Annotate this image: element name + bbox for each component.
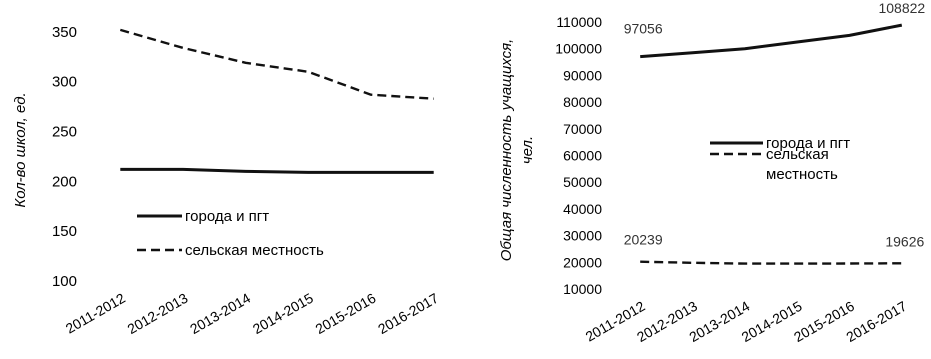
data-label: 97056: [624, 21, 663, 37]
series-lines: [119, 28, 434, 174]
x-tick-labels: 2011-20122012-20132013-20142014-20152015…: [583, 298, 910, 345]
y-tick-label: 150: [52, 223, 77, 240]
data-label: 19626: [885, 233, 924, 249]
y-tick-label: 20000: [563, 254, 602, 270]
y-tick-labels: 10000 20000 30000 40000 50000 60000 70000 80000…: [555, 14, 602, 297]
y-axis-label: Общая численность учащихся,: [498, 39, 515, 262]
x-tick-label: 2016-2017: [843, 298, 909, 345]
y-tick-label: 100: [52, 273, 77, 290]
y-tick-label: 200: [52, 173, 77, 190]
data-label: 20239: [624, 232, 663, 248]
x-tick-label: 2015-2016: [313, 290, 379, 337]
y-tick-label: 40000: [563, 201, 602, 217]
legend-label: местность: [766, 166, 838, 183]
series-line-dashed: [640, 260, 902, 265]
y-tick-label: 80000: [563, 94, 602, 110]
legend-label: города и пгт: [185, 208, 269, 225]
legend-label: сельская: [766, 146, 829, 163]
y-tick-label: 100000: [555, 41, 602, 57]
chart-schools: Кол-во школ, ед. 100 150 200 250 300 350 2011…: [12, 24, 441, 337]
x-tick-label: 2012-2013: [125, 290, 191, 337]
x-tick-label: 2013-2014: [187, 290, 253, 337]
legend-label: города и пгт: [766, 135, 850, 152]
x-tick-label: 2016-2017: [375, 290, 441, 337]
data-labels: 97056 108822 20239 19626: [624, 0, 926, 249]
y-tick-labels: 100 150 200 250 300 350: [52, 24, 77, 290]
y-tick-label: 110000: [556, 14, 602, 30]
y-tick-label: 30000: [563, 228, 602, 244]
y-axis-label-line-2: чел.: [519, 136, 536, 164]
series-line-dashed: [119, 28, 434, 100]
y-tick-label: 250: [52, 124, 77, 141]
y-axis-label: Кол-во школ, ед.: [12, 92, 29, 207]
series-line-solid: [120, 167, 434, 174]
series-lines: [640, 23, 903, 265]
y-tick-label: 300: [52, 74, 77, 91]
y-tick-label: 10000: [563, 281, 602, 297]
chart-students: Общая численность учащихся, чел. 1000020…: [498, 0, 925, 345]
y-tick-label: 90000: [563, 67, 602, 83]
y-tick-label: 70000: [563, 121, 602, 137]
x-tick-labels: 2011-20122012-20132013-20142014-20152015…: [63, 290, 442, 337]
y-tick-label: 50000: [563, 174, 602, 190]
data-label: 108822: [878, 0, 925, 16]
legend: города и пгт сельская местность: [137, 208, 324, 259]
series-line-solid: [640, 23, 903, 59]
legend-label: сельская местность: [185, 242, 324, 259]
x-tick-label: 2011-2012: [63, 290, 128, 337]
y-tick-label: 60000: [563, 148, 602, 164]
x-tick-label: 2014-2015: [250, 290, 316, 337]
y-tick-label: 350: [52, 24, 77, 41]
